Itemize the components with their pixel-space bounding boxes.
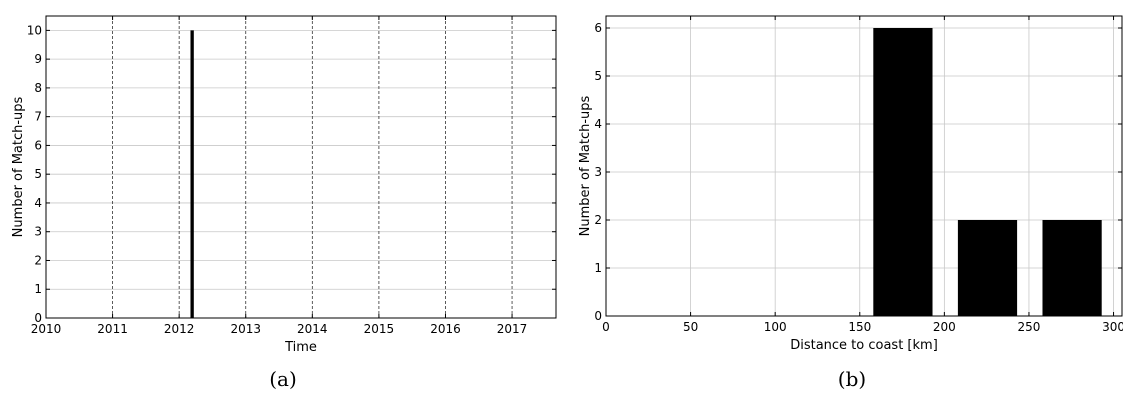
y-tick-label: 4: [34, 196, 42, 210]
x-tick-label: 2012: [164, 322, 195, 336]
y-tick-label: 1: [594, 261, 602, 275]
y-tick-label: 5: [594, 69, 602, 83]
y-tick-label: 0: [34, 311, 42, 325]
y-tick-label: 3: [594, 165, 602, 179]
y-tick-label: 6: [34, 138, 42, 152]
y-tick-label: 2: [594, 213, 602, 227]
bar: [190, 30, 194, 319]
y-tick-label: 9: [34, 52, 42, 66]
x-tick-label: 2013: [230, 322, 261, 336]
panel-b: 0 1 2 3 4 5 6 0 50 100 150 200 250 300 Distance to coa…: [578, 15, 1123, 391]
plot-frame: [45, 15, 557, 319]
y-tick-label: 7: [34, 110, 42, 124]
y-tick-label: 1: [34, 282, 42, 296]
x-tick-label: 2017: [497, 322, 528, 336]
bar: [1042, 220, 1102, 316]
y-tick-label: 5: [34, 167, 42, 181]
x-tick-label: 2016: [430, 322, 461, 336]
x-tick-label: 300: [1102, 320, 1123, 334]
x-tick-label: 200: [933, 320, 956, 334]
panel-a: 0 1 2 3 4 5 6 7 8 9 10 2010 2011 2012 2013 2014 2015 2016…: [11, 15, 557, 391]
y-tick-label: 3: [34, 225, 42, 239]
x-tick-label: 2011: [97, 322, 128, 336]
x-tick-label: 2015: [364, 322, 395, 336]
x-tick-label: 50: [683, 320, 698, 334]
x-tick-label: 0: [602, 320, 610, 334]
plot-frame: [605, 15, 1123, 317]
x-tick-label: 100: [764, 320, 787, 334]
bar: [957, 220, 1018, 316]
y-axis-label: Number of Match-ups: [11, 96, 26, 237]
bar: [873, 28, 933, 316]
y-axis-label: Number of Match-ups: [578, 95, 593, 236]
x-tick-label: 2014: [297, 322, 328, 336]
y-tick-label: 8: [34, 81, 42, 95]
y-tick-label: 0: [594, 309, 602, 323]
x-tick-label: 2010: [31, 322, 62, 336]
panel-caption: (b): [838, 367, 866, 391]
y-tick-label: 6: [594, 21, 602, 35]
x-axis-label: Distance to coast [km]: [790, 338, 938, 353]
y-tick-label: 4: [594, 117, 602, 131]
x-tick-label: 250: [1017, 320, 1040, 334]
x-tick-label: 150: [848, 320, 871, 334]
y-tick-label: 2: [34, 253, 42, 267]
y-tick-label: 10: [27, 23, 42, 37]
x-axis-label: Time: [284, 340, 317, 355]
panel-caption: (a): [269, 367, 297, 391]
